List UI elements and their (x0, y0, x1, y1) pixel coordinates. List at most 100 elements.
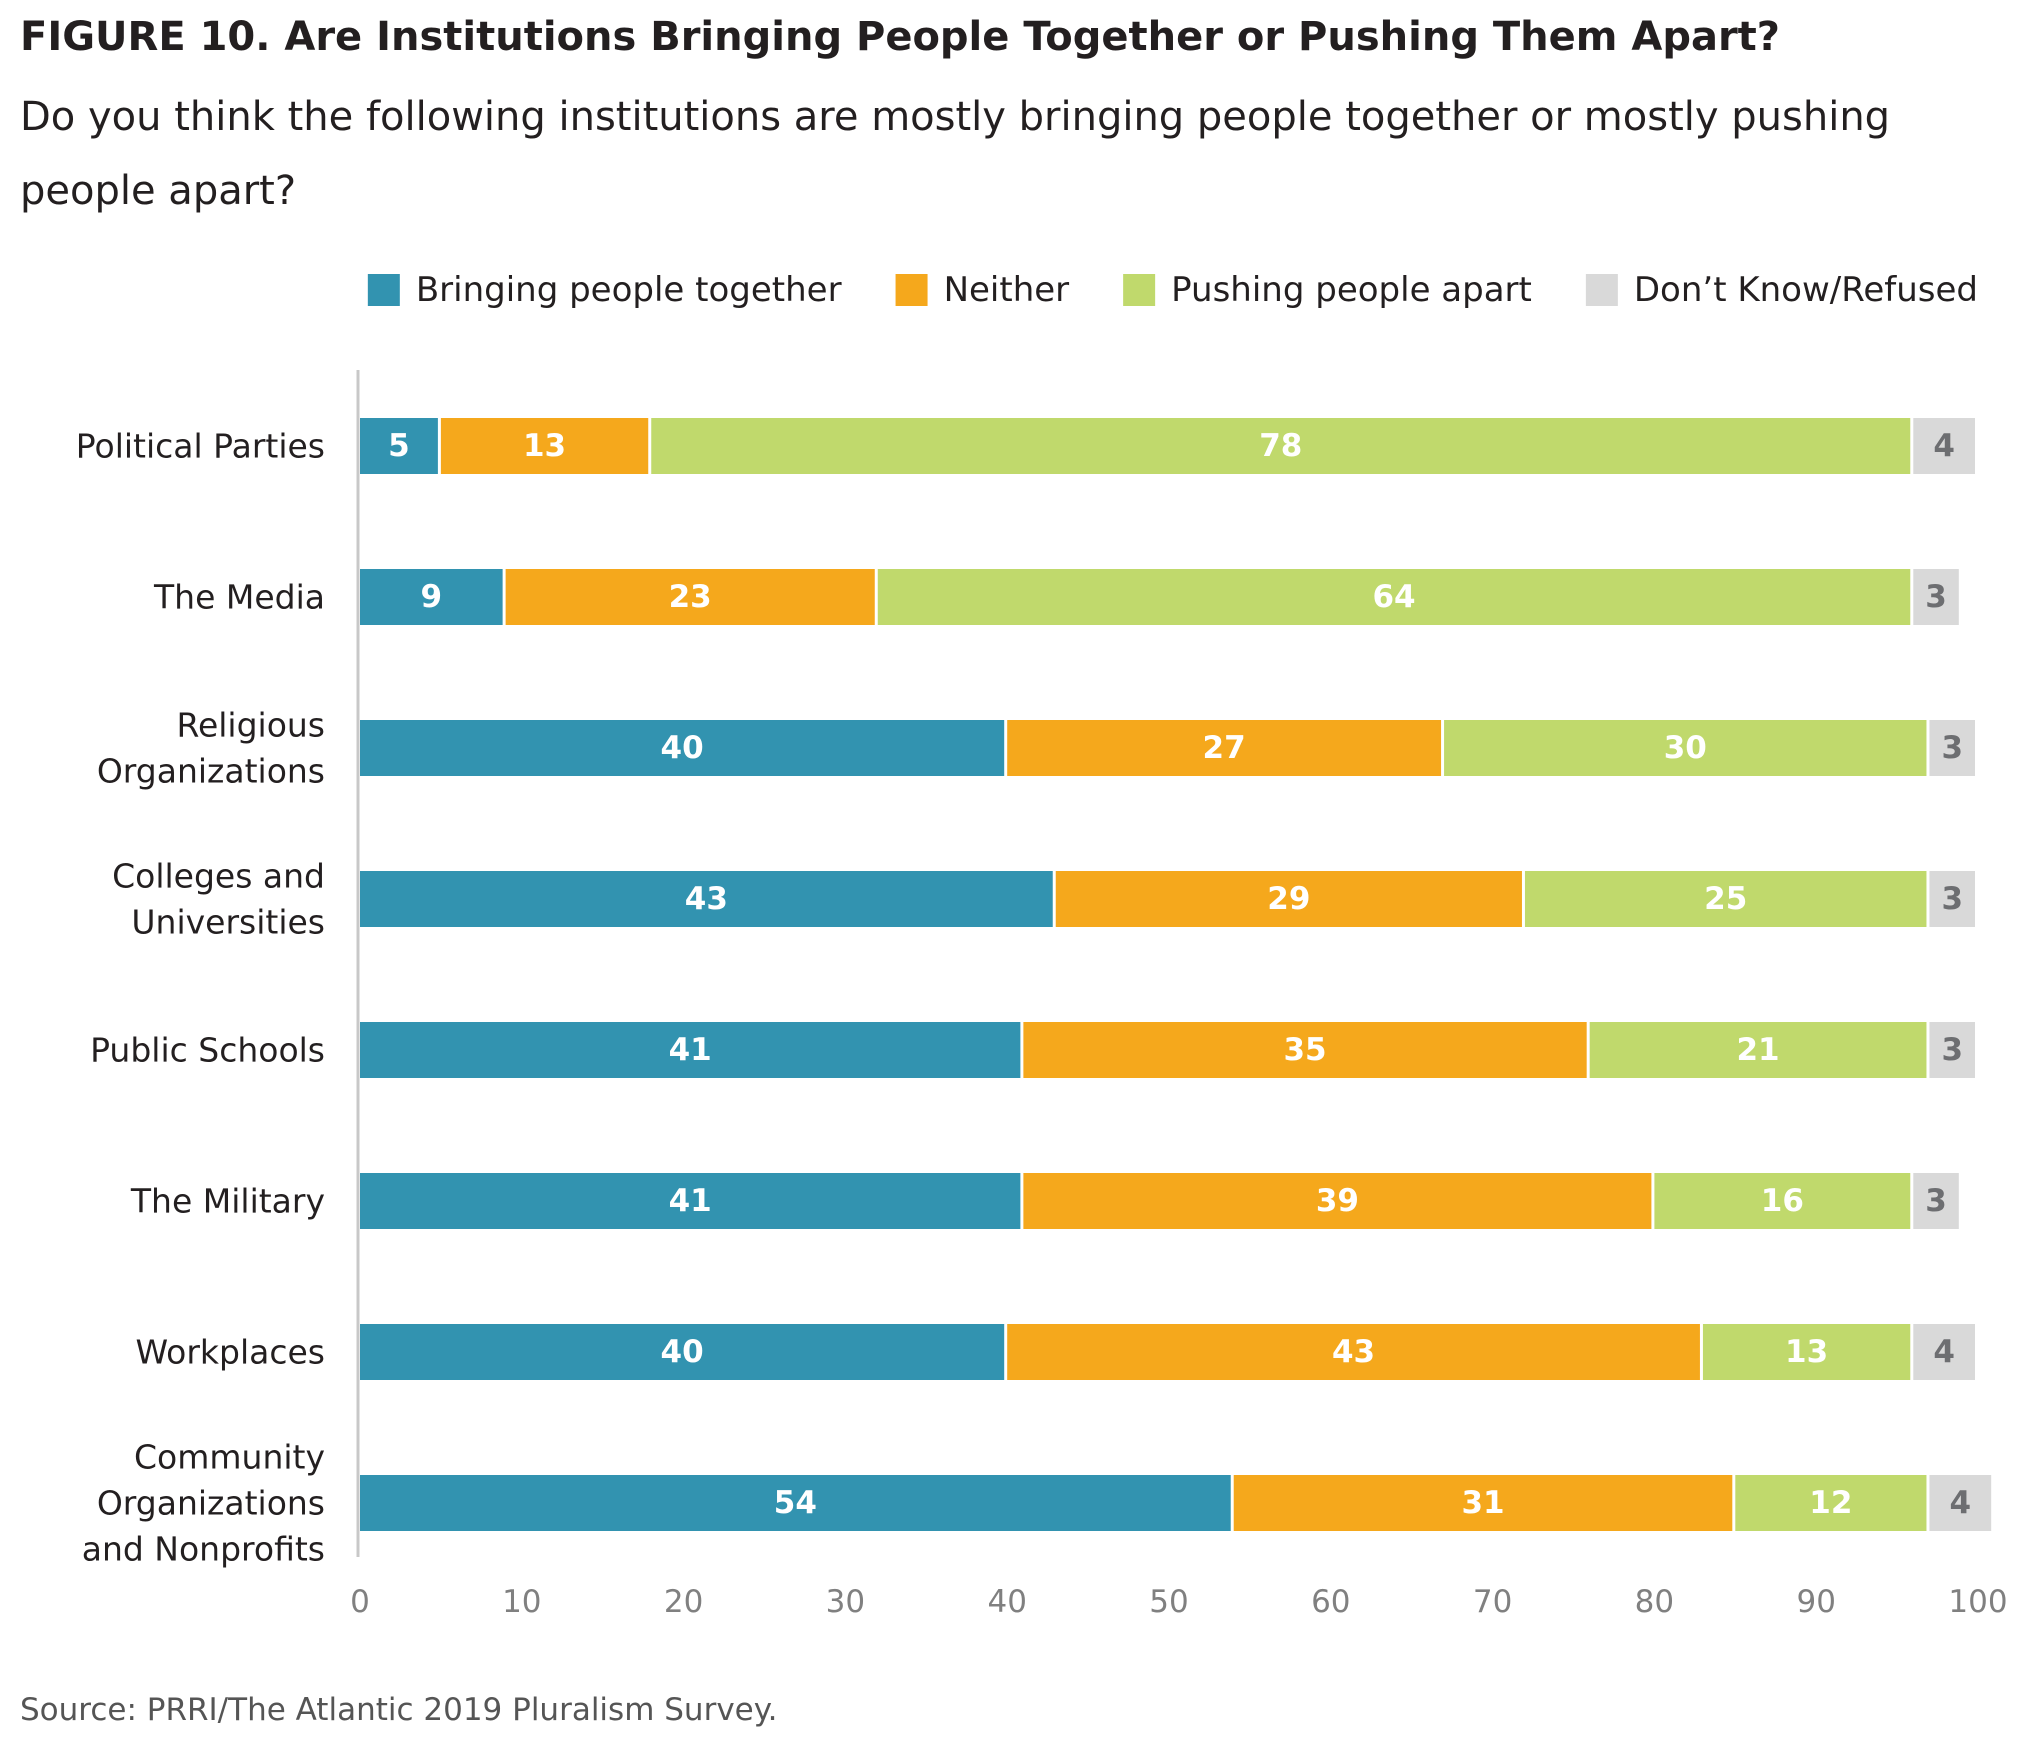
bar-segment (360, 1022, 1021, 1078)
bar-segment (1007, 720, 1442, 776)
data-label: 5 (388, 428, 410, 464)
bar-segment (1589, 1022, 1927, 1078)
bar-row-1: 9 23 64 3 (360, 569, 1959, 625)
x-tick-label: 70 (1473, 1584, 1512, 1620)
bar-segment (1735, 1475, 1927, 1531)
category-label: Public Schools (90, 1031, 325, 1070)
legend-label: Don’t Know/Refused (1634, 270, 1978, 310)
category-label: The Military (130, 1182, 325, 1221)
data-label: 4 (1933, 1334, 1955, 1370)
category-labels: Political Parties The Media Religious Organ… (76, 427, 325, 1569)
data-label: 35 (1283, 1032, 1326, 1068)
bar-segment (1929, 871, 1975, 927)
legend-swatch (1123, 274, 1156, 306)
data-label: 43 (1332, 1334, 1375, 1370)
bar-segment (1913, 1173, 1959, 1229)
bar-row-6: 40 43 13 4 (360, 1324, 1975, 1380)
bar-row-2: 40 27 30 3 (360, 720, 1975, 776)
x-tick-label: 40 (987, 1584, 1026, 1620)
category-label: and Nonprofits (82, 1530, 325, 1569)
data-label: 4 (1950, 1485, 1972, 1521)
data-label: 31 (1461, 1485, 1504, 1521)
category-label: Organizations (97, 1484, 325, 1523)
bar-segment (1929, 1475, 1992, 1531)
x-tick-label: 80 (1635, 1584, 1674, 1620)
data-label: 3 (1925, 579, 1947, 615)
bar-segment (1654, 1173, 1911, 1229)
x-tick-label: 0 (350, 1584, 370, 1620)
bar-segment (1913, 1324, 1975, 1380)
x-tick-label: 90 (1796, 1584, 1835, 1620)
bar-row-5: 41 39 16 3 (360, 1173, 1959, 1229)
data-label: 3 (1925, 1183, 1947, 1219)
data-label: 3 (1941, 730, 1963, 766)
data-label: 40 (661, 730, 704, 766)
bar-segment (1929, 1022, 1975, 1078)
bar-row-7: 54 31 12 4 (360, 1475, 1992, 1531)
legend-swatch (367, 274, 400, 306)
x-axis: 0 10 20 30 40 50 60 70 80 90 100 (350, 370, 2008, 1620)
bar-segment (360, 418, 438, 474)
legend-item-3: Don’t Know/Refused (1585, 270, 1978, 310)
chart-subtitle: Do you think the following institutions … (20, 94, 1891, 214)
bar-segment (1913, 569, 1959, 625)
data-label: 16 (1761, 1183, 1804, 1219)
category-label: The Media (153, 578, 325, 617)
data-label: 40 (661, 1334, 704, 1370)
legend-label: Neither (944, 270, 1070, 310)
data-label: 39 (1316, 1183, 1359, 1219)
bar-segment (360, 871, 1053, 927)
legend-item-1: Neither (895, 270, 1070, 310)
data-label: 23 (669, 579, 712, 615)
data-label: 21 (1736, 1032, 1779, 1068)
x-tick-label: 30 (826, 1584, 865, 1620)
data-label: 13 (1785, 1334, 1828, 1370)
data-label: 54 (774, 1485, 817, 1521)
data-label: 4 (1933, 428, 1955, 464)
category-label: Workplaces (135, 1333, 325, 1372)
data-label: 25 (1704, 881, 1747, 917)
x-tick-label: 50 (1149, 1584, 1188, 1620)
bar-row-0: 5 13 78 4 (360, 418, 1975, 474)
data-label: 41 (669, 1183, 712, 1219)
bar-segment (651, 418, 1911, 474)
bar-segment (1007, 1324, 1700, 1380)
legend-label: Pushing people apart (1171, 270, 1532, 310)
bar-segment (1023, 1173, 1652, 1229)
bar-segment (1524, 871, 1927, 927)
bar-segment (360, 720, 1005, 776)
bar-segment (360, 1324, 1005, 1380)
data-label: 3 (1941, 881, 1963, 917)
bar-segment (360, 569, 503, 625)
data-label: 64 (1372, 579, 1415, 615)
bar-segment (1233, 1475, 1733, 1531)
bar-row-3: 43 29 25 3 (360, 871, 1975, 927)
bar-segment (1444, 720, 1927, 776)
data-label: 27 (1203, 730, 1246, 766)
category-label: Colleges and (112, 857, 325, 896)
data-label: 13 (523, 428, 566, 464)
x-tick-label: 100 (1948, 1584, 2007, 1620)
bar-area: 5 13 78 49 23 64 340 27 30 343 29 25 341 35 21 341 39 16 3… (360, 418, 1992, 1531)
legend-item-0: Bringing people together (367, 270, 842, 310)
bar-segment (1055, 871, 1522, 927)
chart-title: FIGURE 10. Are Institutions Bringing Peo… (20, 14, 1780, 60)
category-label: Universities (131, 903, 325, 942)
bar-segment (1913, 418, 1975, 474)
x-tick-label: 20 (664, 1584, 703, 1620)
chart-legend: Bringing people together Neither Pushing p… (367, 270, 1978, 310)
legend-swatch (1585, 274, 1618, 306)
data-label: 29 (1267, 881, 1310, 917)
legend-label: Bringing people together (416, 270, 842, 310)
category-label: Community (134, 1438, 325, 1477)
bar-segment (505, 569, 875, 625)
data-label: 30 (1664, 730, 1707, 766)
data-label: 43 (685, 881, 728, 917)
bar-segment (877, 569, 1911, 625)
data-label: 41 (669, 1032, 712, 1068)
data-label: 78 (1259, 428, 1302, 464)
bar-segment (360, 1173, 1021, 1229)
category-label: Political Parties (76, 427, 325, 466)
legend-swatch (895, 274, 928, 306)
